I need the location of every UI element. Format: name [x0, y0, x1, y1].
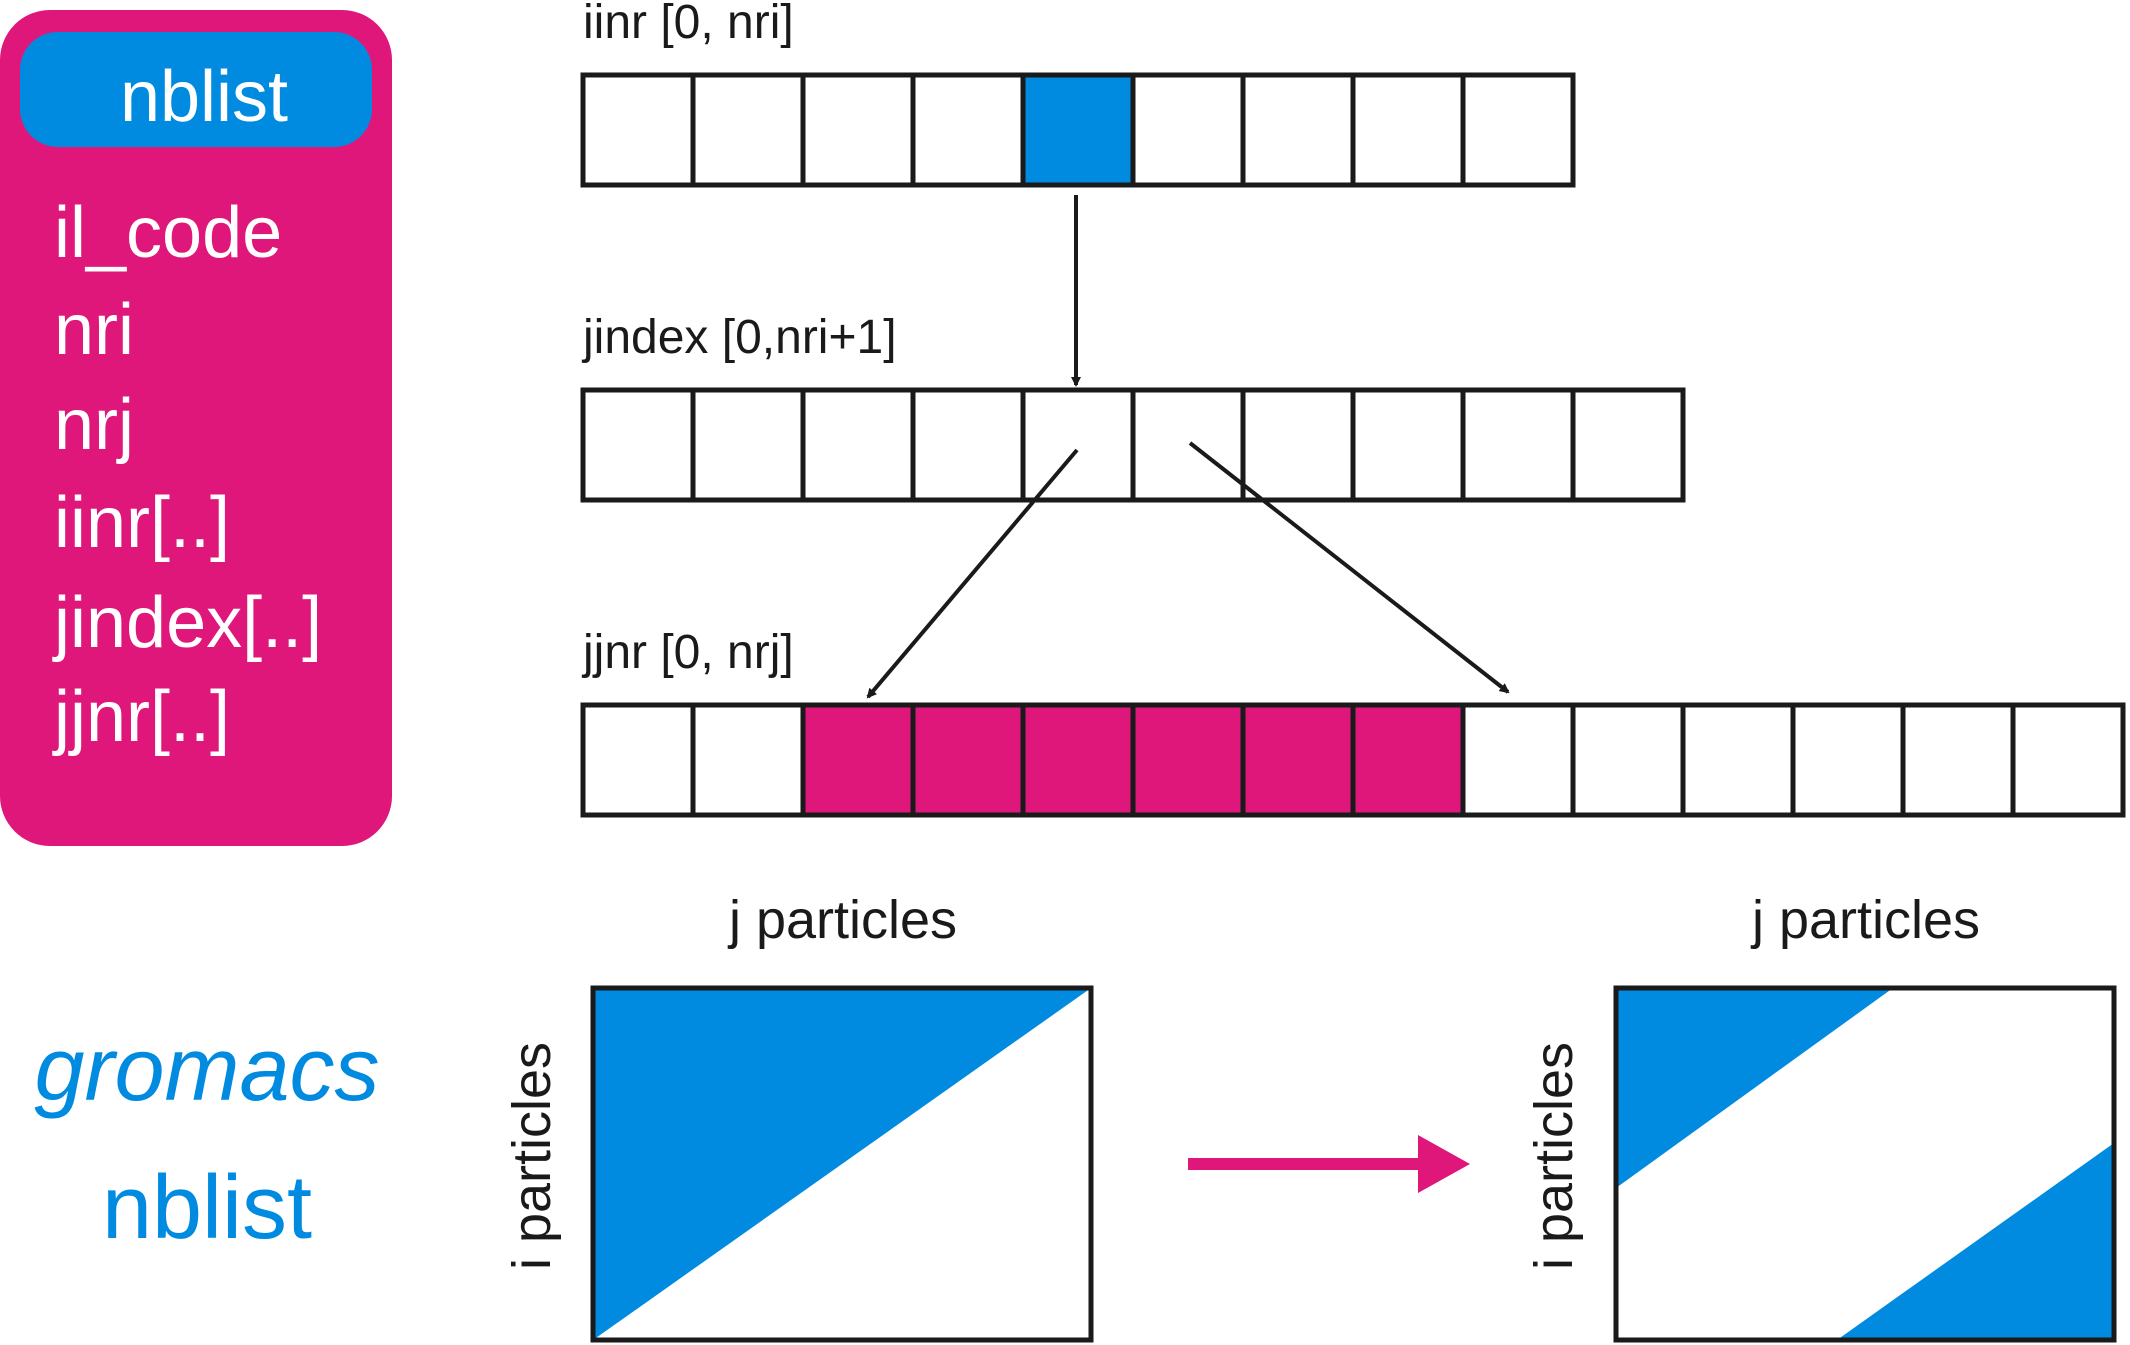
iinr-array: iinr [0, nri]	[580, 0, 1576, 188]
jjnr-cell	[1350, 702, 1466, 818]
iinr-cell	[800, 72, 916, 188]
jindex-cell	[1350, 387, 1466, 503]
jjnr-cell	[690, 702, 806, 818]
caption-gromacs: gromacs	[34, 1020, 379, 1120]
jjnr-cell	[1900, 702, 2016, 818]
jjnr-label: jjnr [0, nrj]	[581, 626, 794, 679]
iinr-cell	[1240, 72, 1356, 188]
iinr-cell	[1020, 72, 1136, 188]
jindex-cell	[1130, 387, 1246, 503]
iinr-cell	[690, 72, 806, 188]
jindex-cell	[910, 387, 1026, 503]
jindex-cell	[800, 387, 916, 503]
iinr-cell	[580, 72, 696, 188]
struct-field: jindex[..]	[52, 583, 322, 663]
jindex-cell	[1240, 387, 1356, 503]
iinr-cell	[1350, 72, 1466, 188]
half-matrix-x-label: j particles	[1750, 890, 1980, 950]
jjnr-cell	[1790, 702, 1906, 818]
transform-arrow	[1188, 1135, 1470, 1193]
half-matrix-upper-region	[1616, 988, 1893, 1188]
jindex-cell	[1460, 387, 1576, 503]
jindex-cell	[1570, 387, 1686, 503]
struct-field: nrj	[54, 385, 134, 465]
iinr-cell	[1130, 72, 1246, 188]
jjnr-cell	[910, 702, 1026, 818]
struct-field: jjnr[..]	[52, 677, 230, 757]
full-matrix-y-label: i particles	[502, 1042, 562, 1270]
struct-panel-header-bg	[20, 32, 372, 147]
jindex-to-jjnr-start-arrow	[866, 448, 1079, 699]
jjnr-cell	[1020, 702, 1136, 818]
jjnr-cell	[580, 702, 696, 818]
jjnr-cell	[1570, 702, 1686, 818]
struct-panel-header: nblist	[120, 57, 288, 137]
jjnr-cell	[1680, 702, 1796, 818]
full-pair-matrix: j particles i particles	[502, 890, 1094, 1343]
struct-field: nri	[54, 290, 134, 370]
jindex-cell	[1020, 387, 1136, 503]
struct-field: il_code	[54, 193, 282, 273]
full-matrix-x-label: j particles	[727, 890, 957, 950]
full-matrix-shaded-region	[593, 988, 1091, 1340]
half-matrix-lower-region	[1837, 1143, 2114, 1340]
caption-nblist: nblist	[102, 1158, 312, 1258]
jindex-to-jjnr-end-arrow	[1188, 441, 1510, 694]
half-pair-matrix: j particles i particles	[1524, 890, 2117, 1343]
jindex-label: jindex [0,nri+1]	[581, 311, 897, 364]
half-matrix-frame	[1613, 985, 2117, 1343]
jjnr-cell	[1460, 702, 1576, 818]
jindex-array: jindex [0,nri+1]	[580, 311, 1686, 503]
jjnr-cell	[1240, 702, 1356, 818]
jindex-cell	[580, 387, 696, 503]
full-matrix-frame	[590, 985, 1094, 1343]
jjnr-cell	[2010, 702, 2126, 818]
jjnr-cell	[800, 702, 916, 818]
iinr-cell	[1460, 72, 1576, 188]
iinr-cell	[910, 72, 1026, 188]
iinr-label: iinr [0, nri]	[583, 0, 794, 49]
jjnr-array: jjnr [0, nrj]	[580, 626, 2126, 818]
struct-panel-background	[0, 10, 392, 846]
half-matrix-y-label: i particles	[1524, 1042, 1584, 1270]
struct-field: iinr[..]	[54, 483, 230, 563]
jindex-cell	[690, 387, 806, 503]
jjnr-cell	[1130, 702, 1246, 818]
